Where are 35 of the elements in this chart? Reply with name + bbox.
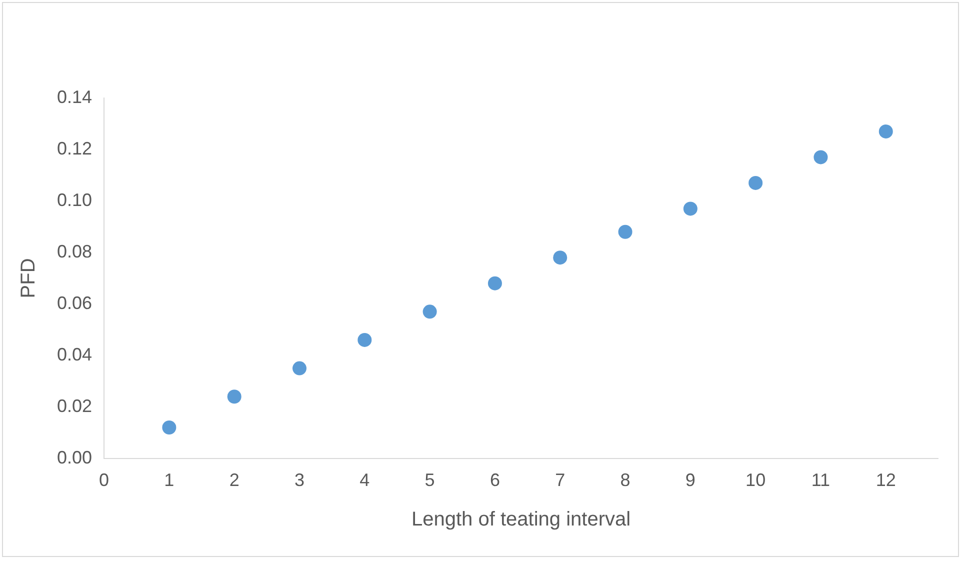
x-tick-label: 11 bbox=[811, 470, 830, 490]
x-tick-label: 4 bbox=[360, 470, 370, 490]
x-tick-label: 0 bbox=[99, 470, 110, 490]
x-tick-label: 5 bbox=[424, 470, 435, 490]
y-axis-title: PFD bbox=[18, 258, 40, 298]
point bbox=[422, 304, 437, 319]
point bbox=[292, 361, 306, 376]
y-tick-label: 0.10 bbox=[56, 190, 92, 210]
y-tick-label: 0.04 bbox=[56, 344, 92, 364]
y-tick-label: 0.14 bbox=[56, 86, 92, 107]
x-tick-label: 2 bbox=[229, 470, 240, 490]
point bbox=[488, 276, 502, 290]
point bbox=[748, 176, 763, 190]
point bbox=[683, 202, 698, 216]
x-tick-label: 8 bbox=[620, 470, 630, 490]
y-tick-label: 0.00 bbox=[56, 447, 92, 468]
point bbox=[878, 124, 893, 138]
point bbox=[227, 390, 242, 404]
x-tick-label: 6 bbox=[490, 470, 500, 490]
point bbox=[814, 150, 828, 164]
x-tick-label: 1 bbox=[164, 470, 174, 490]
x-axis-title: Length of teating interval bbox=[411, 508, 631, 531]
x-tick-label: 12 bbox=[876, 470, 896, 490]
point bbox=[358, 332, 372, 347]
x-tick-label: 9 bbox=[685, 470, 696, 490]
y-tick-label: 0.02 bbox=[56, 396, 92, 416]
y-tick-label: 0.08 bbox=[56, 241, 92, 262]
y-tick-label: 0.06 bbox=[56, 292, 92, 313]
point bbox=[553, 250, 568, 265]
x-tick-label: 10 bbox=[746, 470, 766, 490]
y-tick-label: 0.12 bbox=[56, 138, 92, 158]
point bbox=[162, 420, 176, 435]
point bbox=[618, 224, 632, 239]
x-tick-label: 7 bbox=[555, 470, 566, 490]
x-tick-label: 3 bbox=[294, 470, 304, 490]
